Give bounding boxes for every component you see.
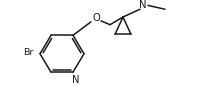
Text: O: O [92, 13, 100, 23]
Text: N: N [139, 0, 147, 10]
Text: Br: Br [23, 48, 33, 57]
Text: N: N [72, 75, 80, 85]
